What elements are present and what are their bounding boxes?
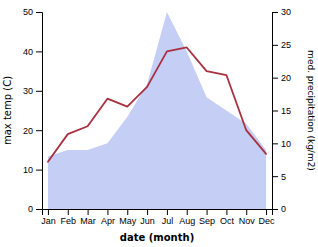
tick-label: Nov <box>239 216 256 226</box>
tick-mark <box>272 176 278 177</box>
tick: 10 <box>272 139 291 149</box>
tick: 30 <box>272 7 291 17</box>
tick-mark <box>207 209 208 215</box>
tick-label: Sep <box>199 216 215 226</box>
tick-mark <box>226 209 227 215</box>
tick-mark <box>272 12 278 13</box>
tick-label: 15 <box>281 106 291 116</box>
tick: 25 <box>272 40 291 50</box>
y2-axis-title: med. precipitation (kg/m2) <box>306 50 316 171</box>
tick-label: May <box>119 216 137 226</box>
tick: Feb <box>61 209 77 226</box>
tick-mark <box>36 209 42 210</box>
tick: May <box>119 209 137 226</box>
axis-line <box>36 13 43 210</box>
tick-label: 0 <box>281 204 286 214</box>
tick: 10 <box>23 165 42 175</box>
x-axis-title: date (month) <box>120 232 194 243</box>
tick: 50 <box>23 7 42 17</box>
y-axis: 0 10 20 30 40 50 <box>23 7 43 214</box>
tick: Oct <box>220 209 235 226</box>
tick: 20 <box>272 73 291 83</box>
tick-mark <box>88 209 89 215</box>
tick: 30 <box>23 86 42 96</box>
tick: Jul <box>162 209 174 226</box>
area <box>48 12 266 209</box>
tick-mark <box>272 209 278 210</box>
tick-label: Apr <box>101 216 115 226</box>
tick: 15 <box>272 106 291 116</box>
tick-mark <box>266 209 267 215</box>
tick-mark <box>68 209 69 215</box>
y2-axis: 0 5 10 15 20 25 30 <box>272 7 291 214</box>
tick-mark <box>167 209 168 215</box>
tick: Jan <box>41 209 56 226</box>
tick-label: Jun <box>140 216 155 226</box>
plot: Jan FebMar Apr MayJun Jul Aug Sep Oct NovDec 0 10 2… <box>23 7 291 226</box>
tick: 0 <box>272 204 286 214</box>
tick: Mar <box>80 209 96 226</box>
tick-label: 10 <box>23 165 33 175</box>
tick: Jun <box>140 209 155 226</box>
tick-label: 5 <box>281 172 286 182</box>
tick-mark <box>36 12 42 13</box>
tick-label: Aug <box>179 216 195 226</box>
tick-mark <box>147 209 148 215</box>
tick-mark <box>272 45 278 46</box>
tick-label: 40 <box>23 47 33 57</box>
tick-label: 0 <box>28 204 33 214</box>
tick: Nov <box>239 209 256 226</box>
tick-label: 30 <box>281 7 291 17</box>
tick-label: Jan <box>41 216 56 226</box>
tick-mark <box>187 209 188 215</box>
tick-label: Mar <box>80 216 96 226</box>
axis-line <box>43 210 273 216</box>
tick: 40 <box>23 47 42 57</box>
tick-label: Oct <box>220 216 235 226</box>
y-axis-title: max temp (C) <box>2 76 13 145</box>
tick: Sep <box>199 209 215 226</box>
tick-label: 10 <box>281 139 291 149</box>
tick-mark <box>127 209 128 215</box>
line <box>48 47 266 161</box>
tick-mark <box>107 209 108 215</box>
tick-mark <box>48 209 49 215</box>
axis-line <box>273 13 279 210</box>
tick-mark <box>36 170 42 171</box>
tick-label: 30 <box>23 86 33 96</box>
marks <box>48 12 266 209</box>
tick-label: 20 <box>281 73 291 83</box>
tick-mark <box>272 111 278 112</box>
tick: Apr <box>101 209 115 226</box>
tick-label: Dec <box>259 216 276 226</box>
x-axis: Jan FebMar Apr MayJun Jul Aug Sep Oct NovDec <box>41 209 275 226</box>
tick-mark <box>272 143 278 144</box>
tick: Aug <box>179 209 195 226</box>
tick-mark <box>36 91 42 92</box>
tick-mark <box>36 130 42 131</box>
tick-mark <box>246 209 247 215</box>
tick: 0 <box>28 204 42 214</box>
tick-mark <box>272 78 278 79</box>
chart: Jan FebMar Apr MayJun Jul Aug Sep Oct NovDec 0 10 2… <box>0 0 318 247</box>
tick: Dec <box>259 209 276 226</box>
tick-label: 20 <box>23 126 33 136</box>
tick: 20 <box>23 126 42 136</box>
tick: 5 <box>272 172 286 182</box>
tick-mark <box>36 51 42 52</box>
tick-label: 50 <box>23 7 33 17</box>
tick-label: Feb <box>61 216 77 226</box>
tick-label: 25 <box>281 40 291 50</box>
tick-label: Jul <box>162 216 174 226</box>
